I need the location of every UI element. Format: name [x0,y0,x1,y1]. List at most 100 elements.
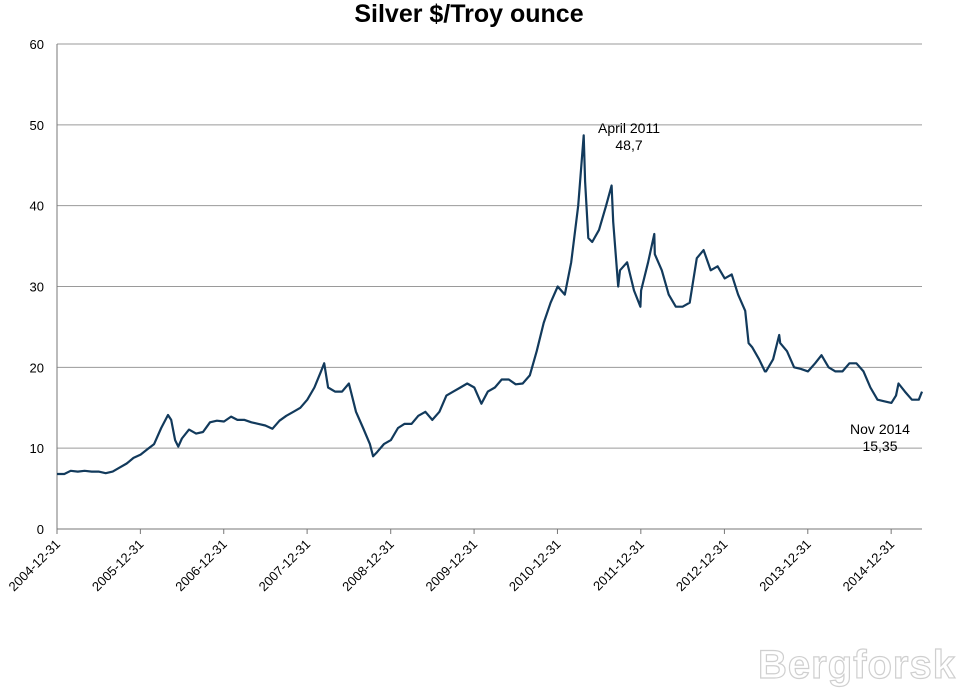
price-point [710,269,712,271]
price-point [403,423,405,425]
annotation-peak-date: April 2011 [598,120,660,136]
x-tick-label: 2014-12-31 [840,537,898,595]
price-point [334,391,336,393]
price-point [744,310,746,312]
y-tick-label: 50 [30,118,44,133]
x-tick-label: 2012-12-31 [673,537,731,595]
price-point [244,419,246,421]
price-point [445,395,447,397]
price-point [376,451,378,453]
price-point [807,370,809,372]
price-series [56,134,924,476]
price-point [583,134,585,136]
price-point [313,387,315,389]
price-point [348,383,350,385]
price-point [786,350,788,352]
price-point [126,463,128,465]
price-point [855,362,857,364]
price-point [653,233,655,235]
x-tick-label: 2011-12-31 [590,537,647,594]
price-point [724,277,726,279]
price-point [355,411,357,413]
x-tick-label: 2008-12-31 [339,537,397,595]
annotation-latest: Nov 2014 15,35 [850,421,910,454]
price-point [140,454,142,456]
x-axis: 2004-12-31 2005-12-31 2006-12-31 2007-12-31… [5,528,922,595]
price-point [84,470,86,472]
y-tick-label: 0 [37,522,44,537]
price-point [779,342,781,344]
price-point [258,423,260,425]
price-point [591,241,593,243]
price-point [898,383,900,385]
price-point [611,185,613,187]
price-point [587,237,589,239]
price-point [605,205,607,207]
price-point [800,368,802,370]
price-point [372,455,374,457]
x-tick-label: 2006-12-31 [172,537,230,595]
price-point [105,472,107,474]
price-point [654,253,656,255]
price-point [626,261,628,263]
price-point [748,342,750,344]
price-point [758,358,760,360]
price-point [501,379,503,381]
price-point [778,334,780,336]
x-tick-label: 2005-12-31 [89,537,147,595]
price-point [424,411,426,413]
price-point [668,294,670,296]
price-point [793,366,795,368]
price-point [883,400,885,402]
y-tick-label: 20 [30,360,44,375]
price-point [323,362,325,364]
x-tick-label: 2010-12-31 [506,537,564,595]
price-point [814,362,816,364]
price-point [119,467,121,469]
price-line [57,134,924,476]
annotation-peak: April 2011 48,7 [598,120,660,153]
price-point [921,391,923,393]
price-point [473,387,475,389]
price-point [91,471,93,473]
price-point [639,306,641,308]
price-point [564,294,566,296]
price-point [271,428,273,430]
price-point [170,419,172,421]
price-point [529,374,531,376]
price-point [703,249,705,251]
price-point [327,387,329,389]
price-point [147,448,149,450]
price-point [682,306,684,308]
price-point [821,354,823,356]
price-point [675,306,677,308]
bergforsk-watermark-logo: Bergforsk [758,643,956,687]
price-point [98,471,100,473]
x-tick-label: 2009-12-31 [423,537,481,595]
price-point [230,416,232,418]
price-point [598,229,600,231]
y-tick-label: 10 [30,441,44,456]
x-tick-label: 2007-12-31 [256,537,314,595]
price-point [570,261,572,263]
price-point [869,387,871,389]
price-point [522,383,524,385]
price-point [918,399,920,401]
price-point [56,473,58,475]
price-point [188,429,190,431]
price-point [153,443,155,445]
x-tick-label: 2004-12-31 [5,537,63,595]
price-point [751,346,753,348]
y-tick-label: 30 [30,280,44,295]
price-point [765,370,767,372]
price-point [536,350,538,352]
price-point [177,446,179,448]
price-point [772,358,774,360]
price-point [911,399,913,401]
price-point [77,471,79,473]
x-tick-label: 2013-12-31 [756,537,814,595]
price-point [306,399,308,401]
price-point [362,427,364,429]
price-point [320,370,322,372]
price-point [397,427,399,429]
